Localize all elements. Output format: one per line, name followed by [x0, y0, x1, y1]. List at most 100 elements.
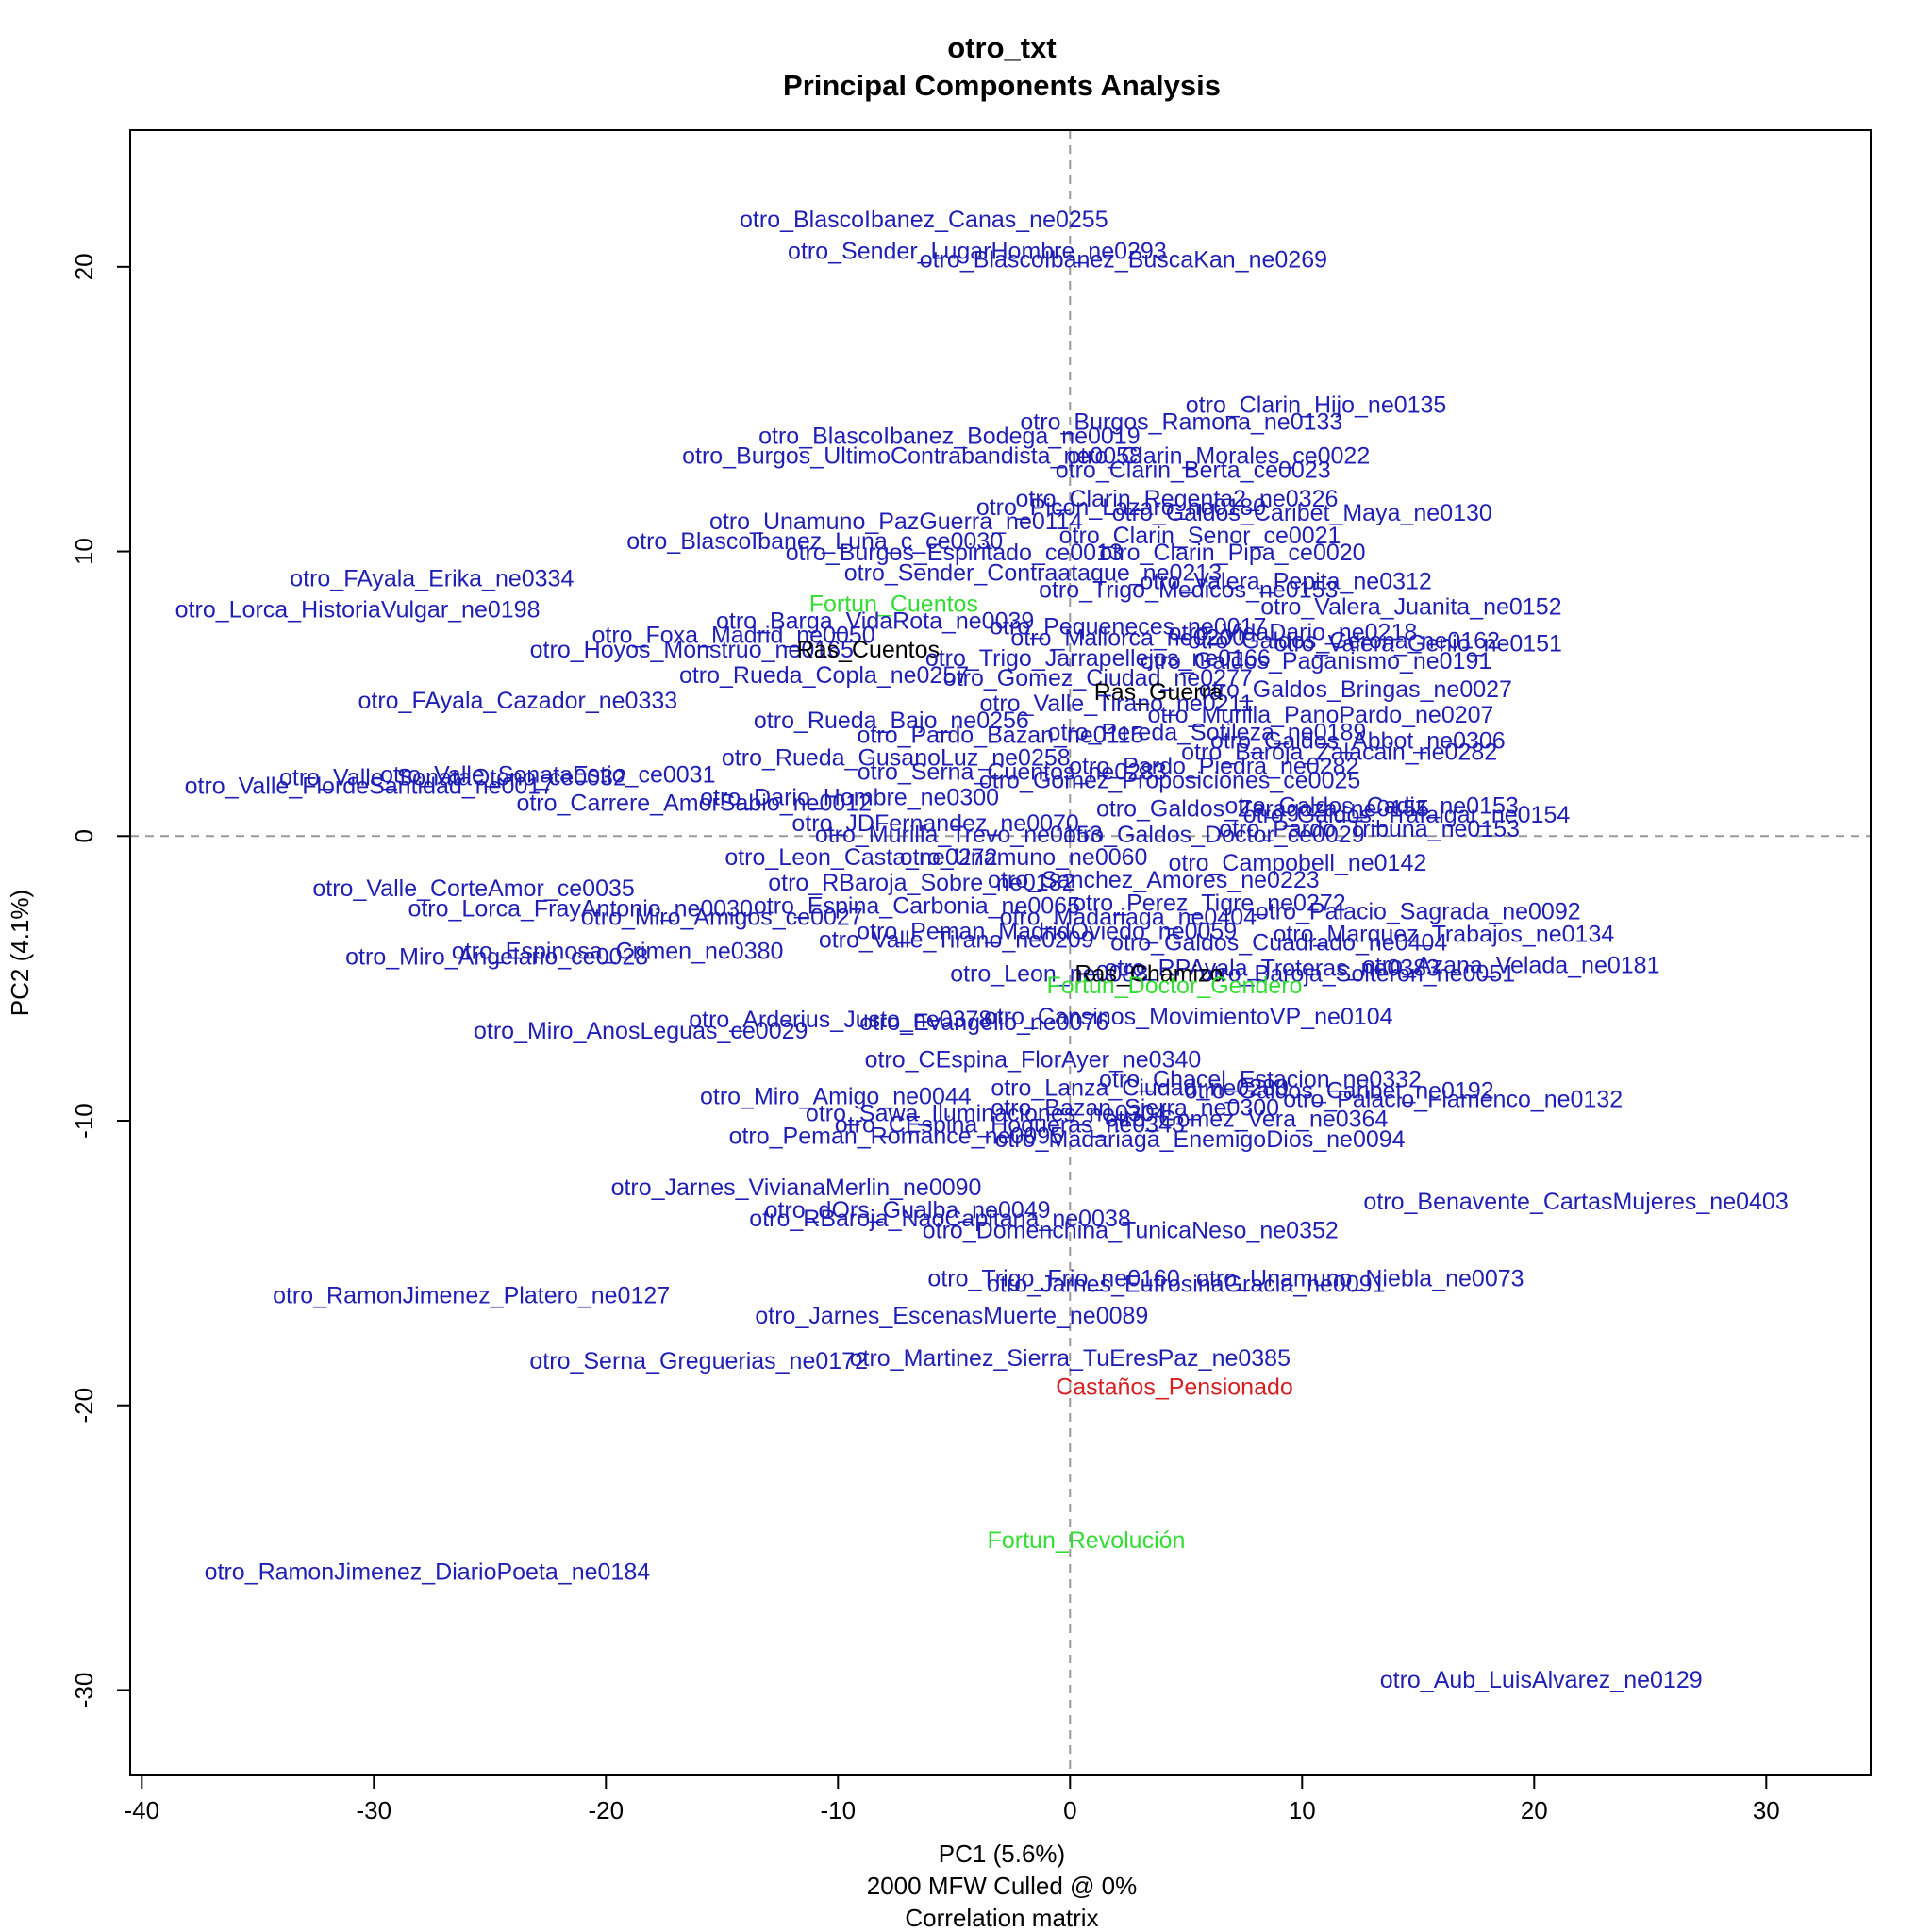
point-label: otro_Valle_Tirano_ne0211: [979, 691, 1253, 717]
point-label: otro_Espina_Carbonia_ne0065: [754, 892, 1080, 919]
point-label: otro_Dario_Hombre_ne0300: [700, 785, 999, 811]
point-label: otro_Baroja_Solteron_ne0051: [1201, 961, 1516, 988]
point-label: otro_VidaDario_ne0218: [1169, 620, 1418, 646]
point-label: otro_Pequeneces_ne0017: [990, 614, 1266, 641]
point-label: otro_Murilla_PanoPardo_ne0207: [1148, 702, 1494, 728]
x-axis-label: PC1 (5.6%): [939, 1840, 1065, 1868]
x-tick-label: 0: [1063, 1796, 1076, 1824]
point-label: otro_RBaroja_Sobre_ne0182: [768, 870, 1074, 896]
point-label: otro_Bazan_Sierra_ne0300: [991, 1095, 1279, 1122]
point-label: otro_FAyala_Cazador_ne0333: [358, 688, 677, 714]
points-layer: otro_BlascoIbanez_Canas_ne0255 otro_Sende…: [175, 207, 1789, 1693]
point-label: otro_Foxa_Madrid_ne0050: [591, 623, 874, 649]
point-label: otro_Valle_Tirano_ne0209: [819, 927, 1094, 954]
point-label: otro_Burgos_Espiritado_ce0013: [786, 540, 1123, 566]
y-tick-label: 20: [70, 253, 98, 280]
point-label: otro_Arderius_Justo_ne0378: [689, 1007, 991, 1033]
chart-subtitle: Principal Components Analysis: [783, 69, 1221, 102]
y-tick-label: 10: [70, 538, 98, 565]
x-tick-label: -10: [821, 1796, 857, 1824]
point-label: otro_Palacio_Sagrada_ne0092: [1256, 898, 1581, 924]
y-tick-label: -30: [70, 1673, 98, 1708]
point-label: otro_Sender_LugarHombre_ne0293: [788, 238, 1167, 264]
point-label: otro_Valera_Pepita_ne0312: [1140, 568, 1432, 594]
point-label: otro_Clarin_Senor_ce0021: [1059, 523, 1341, 549]
point-label: otro_Galdos_Caribet_ne0192: [1185, 1077, 1494, 1104]
point-label: otro_Jarnes_VivianaMerlin_ne0090: [611, 1174, 982, 1201]
point-label: otro_Miro_AnosLeguas_ce0029: [474, 1018, 808, 1044]
point-label: otro_Trigo_Jarrapellejos_ne0166: [925, 645, 1271, 672]
x-tick-label: 10: [1289, 1796, 1316, 1824]
point-label: otro_RBaroja_NaoCapitana_ne0038: [749, 1206, 1130, 1232]
point-label: otro_Rueda_Copla_ne0257: [679, 662, 969, 689]
point-label: otro_Gomez_Ciudad_ne0277: [943, 665, 1253, 691]
point-label: otro_Lanza_Ciudad_ne0280: [991, 1074, 1289, 1101]
point-label: otro_Aub_LuisAlvarez_ne0129: [1380, 1667, 1703, 1693]
point-label: otro_Unamuno_PazGuerra_ne0114: [709, 508, 1083, 535]
point-label: otro_Domenchina_TunicaNeso_ne0352: [923, 1217, 1339, 1243]
point-label: otro_Gomez_Vera_ne0364: [1105, 1107, 1388, 1133]
point-label: otro_Azana_Velada_ne0181: [1362, 953, 1660, 979]
point-label: otro_Jarnes_EscenasMuerte_ne0089: [755, 1303, 1148, 1329]
point-label: otro_BlascoIbanez_Canas_ne0255: [740, 207, 1108, 233]
point-label: otro_Cansinos_MovimientoVP_ne0104: [984, 1004, 1393, 1030]
point-label: otro_Sanchez_Amores_ne0223: [988, 867, 1320, 893]
y-tick-label: 0: [70, 829, 98, 842]
point-label: otro_Sawa_Iluminaciones_ne0304: [806, 1101, 1168, 1127]
point-label: otro_Galdos_Abbot_ne0306: [1210, 727, 1506, 754]
point-label: otro_Serna_Greguerias_ne0172: [529, 1348, 868, 1374]
point-label: otro_Valera_Juanita_ne0152: [1260, 594, 1561, 621]
point-label: otro_Miro_Angelario_ce0028: [345, 944, 648, 971]
x-tick-label: 20: [1521, 1796, 1548, 1824]
point-label: otro_Galdos_Trafalgar_ne0154: [1243, 802, 1571, 828]
point-label: otro_Clarin_Berta_ce0023: [1056, 458, 1331, 484]
point-label: otro_Rueda_GusanoLuz_ne0258: [722, 744, 1071, 771]
point-label: otro_RamonJimenez_DiarioPoeta_ne0184: [205, 1558, 651, 1585]
y-axis: -30 -20 -10 0 10 20: [70, 253, 131, 1708]
point-label: otro_FAyala_Erika_ne0334: [290, 565, 574, 591]
point-label: otro_Lorca_HistoriaVulgar_ne0198: [175, 597, 541, 624]
point-label: Ras_Chamizo: [1074, 961, 1223, 988]
point-label: otro_Burgos_Ramona_ne0133: [1020, 408, 1342, 435]
point-label: otro_Mallorca_ne0200: [1010, 625, 1245, 652]
point-label: otro_Barga_VidaRota_ne0039: [716, 608, 1034, 635]
point-label: Castaños_Pensionado: [1056, 1374, 1293, 1400]
point-label: otro_dOrs_Gualba_ne0049: [765, 1197, 1051, 1224]
point-label: otro_Carrere_AmorSabio_ne0012: [516, 791, 872, 817]
x-axis-note-matrix: Correlation matrix: [905, 1904, 1098, 1932]
point-label: otro_BlascoIbanez_Luna_c_ce0030: [626, 528, 1003, 555]
point-label: otro_CEspina_Hogueras_ne0343: [835, 1112, 1185, 1139]
point-label: otro_Clarin_Morales_ce0022: [1067, 443, 1370, 470]
point-label: otro_Hoyos_Monstruo_ne0165: [530, 637, 854, 663]
x-tick-label: -30: [357, 1796, 392, 1824]
y-tick-label: -20: [70, 1388, 98, 1424]
x-axis: -40 -30 -20 -10 0 10 20 30: [125, 1774, 1780, 1824]
point-label: otro_Peman_Romance_ne0095: [729, 1124, 1063, 1150]
point-label: otro_Chacel_Estacion_ne0332: [1099, 1066, 1422, 1092]
point-label: otro_Galdos_Cadiz_ne0153: [1224, 793, 1518, 820]
point-label: otro_Pardo_Piedra_ne0282: [1069, 753, 1358, 779]
point-label: otro_Evangelio_ne0076: [859, 1009, 1108, 1036]
point-label: otro_Galdos_Zaragoza_ne0155: [1096, 796, 1429, 823]
point-label: otro_Valera_Genio_ne0151: [1274, 631, 1562, 658]
point-label: otro_Pardo_Tribuna_ne0153: [1219, 816, 1520, 842]
point-label: otro_Miro_Amigos_ce0027: [581, 904, 863, 930]
point-label: otro_Marquez_Trabajos_ne0134: [1273, 922, 1614, 948]
point-label: otro_Espinosa_Crimen_ne0380: [452, 939, 784, 965]
point-label: otro_Madariaga_EnemigoDios_ne0094: [995, 1126, 1406, 1153]
point-label: otro_Trigo_Medicos_ne0153: [1039, 576, 1338, 603]
point-label: otro_Picon_Lazaro_ne0180: [976, 494, 1266, 521]
point-label: otro_Galdos_Paganismo_ne0191: [1141, 648, 1492, 675]
point-label: otro_Leon_Casta_ne0272: [724, 844, 997, 871]
y-tick-label: -10: [70, 1103, 98, 1139]
point-label: Fortun_Revolución: [988, 1527, 1186, 1554]
point-label: otro_Rueda_Bajo_ne0256: [754, 708, 1029, 734]
point-label: otro_Galdos_Doctor_ce0029: [1063, 822, 1365, 848]
point-label: otro_Martinez_Sierra_TuEresPaz_ne0385: [850, 1345, 1291, 1372]
point-label: otro_Campobell_ne0142: [1168, 850, 1426, 876]
point-label: otro_Pardo_Bazan_ne0115: [858, 722, 1144, 748]
point-label: otro_Clarin_Pipa_ce0020: [1099, 540, 1365, 566]
point-label: Fortun_Doctor_Gendero: [1047, 973, 1303, 999]
point-label: otro_Galdos_Cuadrado_ne0404: [1110, 930, 1447, 957]
